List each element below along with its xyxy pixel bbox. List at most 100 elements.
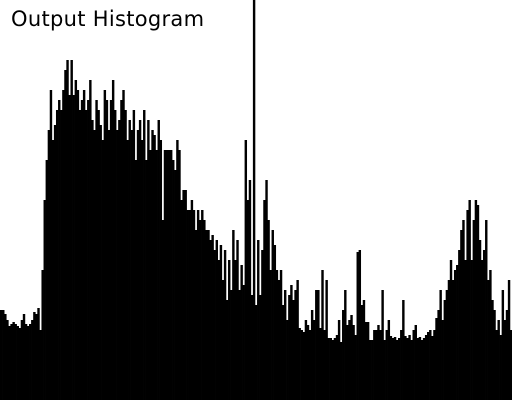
histogram-bar <box>395 340 399 400</box>
histogram-bar <box>103 90 107 400</box>
histogram-bar <box>60 110 63 400</box>
histogram-bar <box>66 60 69 400</box>
histogram-bar <box>383 340 386 400</box>
histogram-bar <box>201 210 204 400</box>
histogram-bar <box>70 60 73 400</box>
histogram-bar <box>474 200 478 400</box>
histogram-bar <box>82 90 86 400</box>
histogram-bar <box>114 110 117 400</box>
histogram-bar <box>449 260 453 400</box>
histogram-bar <box>296 280 299 400</box>
histogram-bar <box>507 280 511 400</box>
histogram-bar <box>277 280 281 400</box>
histogram-bar <box>350 315 353 400</box>
histogram-bar <box>76 90 80 400</box>
histogram-bar <box>460 230 463 400</box>
histogram-bar <box>194 230 198 400</box>
histogram-bar <box>298 328 301 400</box>
histogram-bar <box>228 260 231 400</box>
histogram-bar <box>58 100 61 400</box>
histogram-bar <box>480 260 484 400</box>
histogram-bar <box>0 310 3 400</box>
histogram-bar <box>196 210 200 400</box>
histogram-bar <box>375 330 378 400</box>
histogram-bar <box>95 100 98 400</box>
histogram-bar <box>470 260 473 400</box>
histogram-bar <box>325 280 328 400</box>
histogram-bar <box>128 120 131 400</box>
histogram-bar <box>124 110 127 400</box>
histogram-bar <box>424 335 428 400</box>
histogram-bar <box>435 318 438 400</box>
histogram-bar <box>429 330 432 400</box>
histogram-bar <box>342 310 345 400</box>
histogram-bar <box>105 100 109 400</box>
histogram-bar <box>273 245 277 400</box>
histogram-bar <box>29 324 32 400</box>
histogram-bar <box>410 340 413 400</box>
histogram-bar <box>116 130 119 400</box>
histogram-bar <box>335 335 339 400</box>
histogram-bar <box>176 140 179 400</box>
histogram-bar <box>213 250 216 400</box>
histogram-bar <box>215 240 218 400</box>
histogram-bar <box>207 230 210 400</box>
histogram-bar <box>109 100 113 400</box>
histogram-bar <box>313 320 316 400</box>
histogram-bar <box>84 110 88 400</box>
histogram-bar <box>172 160 175 400</box>
histogram-bar <box>143 110 146 400</box>
histogram-bar <box>18 328 22 400</box>
histogram-bar <box>159 140 163 400</box>
histogram-bar <box>485 220 488 400</box>
histogram-bar <box>246 200 250 400</box>
histogram-bar <box>14 324 17 400</box>
histogram-bar <box>308 330 312 400</box>
histogram-bar <box>476 205 480 400</box>
histogram-bar <box>39 330 42 400</box>
histogram-bar <box>140 140 144 400</box>
histogram-bar <box>406 338 409 400</box>
histogram-bar <box>236 240 239 400</box>
histogram-bar <box>348 320 351 400</box>
histogram-bar <box>304 320 308 400</box>
histogram-bar <box>292 300 295 400</box>
histogram-bar <box>385 330 388 400</box>
histogram-bar <box>101 140 104 400</box>
histogram-bar <box>306 325 310 400</box>
histogram-bar <box>250 295 254 400</box>
histogram-bar <box>400 330 403 400</box>
histogram-bar <box>408 335 411 400</box>
histogram-bar <box>219 245 223 400</box>
chart-title: Output Histogram <box>11 7 205 31</box>
histogram-bar <box>302 332 306 400</box>
histogram-bar <box>391 338 395 400</box>
histogram-bar <box>132 110 136 400</box>
histogram-bar <box>257 240 260 400</box>
histogram-bar <box>240 265 243 400</box>
histogram-bar <box>186 210 189 400</box>
histogram-bar <box>445 290 449 400</box>
histogram-bar <box>317 290 320 400</box>
histogram-bar <box>232 230 235 400</box>
histogram-bar <box>107 130 111 400</box>
histogram-bar <box>437 310 440 400</box>
histogram-bar <box>337 320 341 400</box>
histogram-bar <box>489 270 492 400</box>
histogram-bar <box>45 160 49 400</box>
histogram-bar <box>263 200 266 400</box>
histogram-bar <box>174 170 177 400</box>
histogram-bar <box>223 250 227 400</box>
histogram-bar <box>16 326 19 400</box>
histogram-bar <box>230 290 233 400</box>
histogram-bar <box>344 290 347 400</box>
histogram-bar <box>331 340 335 400</box>
histogram-bar <box>286 320 289 400</box>
histogram-bar <box>178 150 181 400</box>
histogram-bar <box>8 326 11 400</box>
histogram-bar <box>93 130 96 400</box>
histogram-bar <box>149 150 152 400</box>
histogram-bar <box>118 120 121 400</box>
histogram-bar <box>55 110 59 400</box>
histogram-bar <box>433 330 436 400</box>
